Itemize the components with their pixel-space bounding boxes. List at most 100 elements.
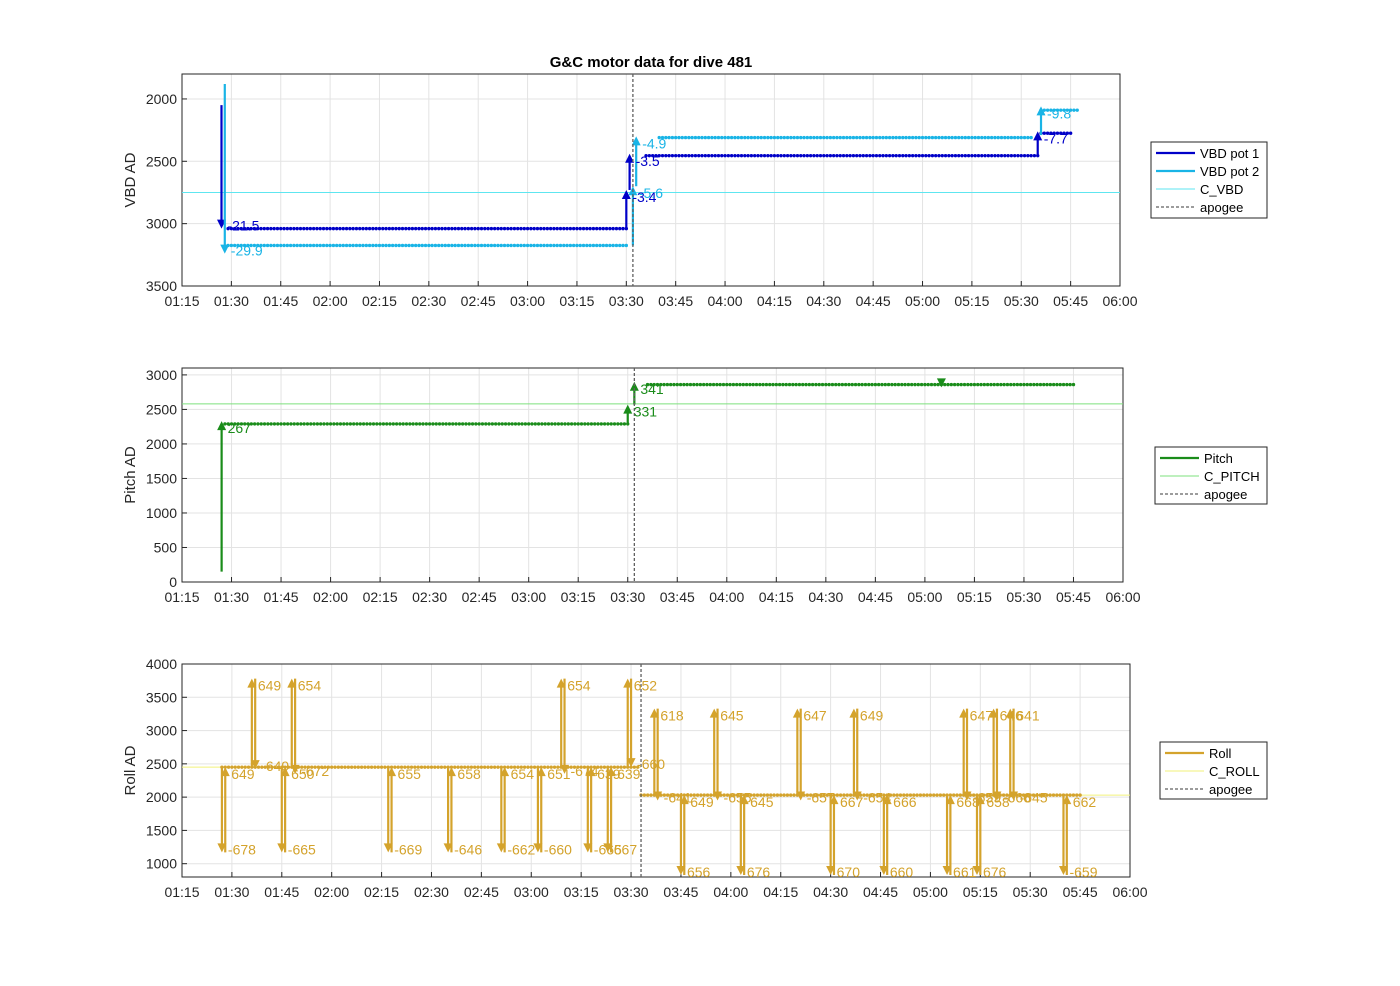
arrow-head bbox=[829, 795, 839, 805]
data-point bbox=[433, 243, 438, 248]
data-point bbox=[383, 765, 387, 769]
data-point bbox=[556, 422, 561, 426]
data-point bbox=[526, 765, 530, 769]
data-point bbox=[799, 135, 803, 140]
data-point bbox=[789, 135, 793, 140]
data-point bbox=[875, 793, 879, 797]
grid bbox=[181, 74, 1121, 287]
y-tick-label: 2000 bbox=[146, 436, 177, 452]
arrow-label: 645 bbox=[750, 794, 774, 810]
data-point bbox=[871, 153, 875, 158]
data-point bbox=[940, 153, 944, 158]
data-point bbox=[772, 793, 776, 797]
legend-label: VBD pot 2 bbox=[1200, 164, 1259, 179]
data-point bbox=[685, 382, 689, 387]
data-point bbox=[282, 422, 287, 426]
data-point bbox=[377, 226, 382, 231]
data-point bbox=[1005, 793, 1009, 797]
data-point bbox=[581, 243, 586, 248]
data-point bbox=[308, 243, 313, 248]
data-point bbox=[542, 243, 546, 248]
arrow-label: 668 bbox=[956, 794, 980, 810]
data-point bbox=[399, 765, 404, 769]
data-point bbox=[822, 793, 826, 797]
data-point bbox=[346, 765, 351, 769]
data-point bbox=[325, 422, 329, 426]
data-point bbox=[601, 226, 605, 231]
motor-arrow bbox=[1062, 795, 1072, 876]
data-point bbox=[341, 226, 345, 231]
x-tick-label: 03:45 bbox=[663, 884, 698, 900]
data-point bbox=[981, 793, 986, 797]
data-point bbox=[572, 765, 577, 769]
data-point bbox=[582, 765, 587, 769]
data-point bbox=[404, 422, 409, 426]
data-point bbox=[762, 793, 766, 797]
data-point bbox=[884, 135, 889, 140]
x-tick-label: 04:15 bbox=[763, 884, 798, 900]
data-point bbox=[1026, 135, 1030, 140]
data-point bbox=[928, 793, 933, 797]
data-point bbox=[565, 226, 569, 231]
data-point bbox=[276, 765, 281, 769]
arrow-label: 649 bbox=[690, 794, 714, 810]
data-point bbox=[731, 382, 736, 387]
x-tick-label: 05:15 bbox=[954, 293, 989, 309]
data-point bbox=[822, 135, 826, 140]
data-point bbox=[923, 382, 927, 387]
data-point bbox=[318, 226, 322, 231]
data-point bbox=[848, 135, 852, 140]
data-point bbox=[1042, 131, 1047, 135]
x-tick-label: 06:00 bbox=[1102, 293, 1137, 309]
data-point bbox=[795, 135, 800, 140]
data-point bbox=[427, 226, 431, 231]
data-point bbox=[306, 765, 311, 769]
data-point bbox=[906, 382, 911, 387]
data-point bbox=[265, 226, 270, 231]
data-point bbox=[698, 382, 703, 387]
data-point bbox=[289, 422, 293, 426]
data-point bbox=[252, 226, 257, 231]
data-point bbox=[919, 382, 924, 387]
data-point bbox=[348, 422, 353, 426]
arrow-label: 641 bbox=[1016, 708, 1040, 724]
data-point bbox=[463, 765, 467, 769]
data-point bbox=[546, 765, 550, 769]
x-tick-label: 04:00 bbox=[708, 293, 743, 309]
data-point bbox=[335, 422, 339, 426]
data-point bbox=[568, 226, 573, 231]
data-point bbox=[322, 422, 326, 426]
data-point bbox=[454, 422, 458, 426]
data-point bbox=[834, 382, 838, 387]
data-point bbox=[351, 226, 355, 231]
data-point bbox=[233, 422, 237, 426]
x-tick-label: 03:15 bbox=[564, 884, 599, 900]
data-point bbox=[348, 243, 352, 248]
data-point bbox=[404, 226, 408, 231]
legend-label: C_PITCH bbox=[1204, 469, 1260, 484]
pitch-panel: 01:15 01:30 01:45 02:00 02:15 02:30 02:45 03:00… bbox=[122, 367, 1268, 605]
data-point bbox=[901, 153, 905, 158]
motor-arrow bbox=[500, 767, 510, 853]
data-point bbox=[683, 153, 688, 158]
x-tick-label: 04:15 bbox=[757, 293, 792, 309]
arrow-head bbox=[626, 758, 636, 768]
series-segment bbox=[644, 153, 1040, 158]
data-point bbox=[315, 243, 319, 248]
data-point bbox=[503, 422, 508, 426]
data-point bbox=[904, 153, 908, 158]
data-point bbox=[725, 793, 730, 797]
data-point bbox=[673, 135, 678, 140]
data-point bbox=[594, 243, 599, 248]
data-point bbox=[566, 422, 571, 426]
data-point bbox=[381, 243, 385, 248]
x-tick-label: 04:45 bbox=[863, 884, 898, 900]
data-point bbox=[999, 135, 1004, 140]
motor-arrow bbox=[280, 767, 290, 853]
data-point bbox=[546, 422, 551, 426]
data-point bbox=[721, 382, 726, 387]
motor-arrow bbox=[623, 404, 633, 424]
data-point bbox=[817, 382, 821, 387]
data-point bbox=[568, 243, 573, 248]
data-point bbox=[328, 243, 332, 248]
